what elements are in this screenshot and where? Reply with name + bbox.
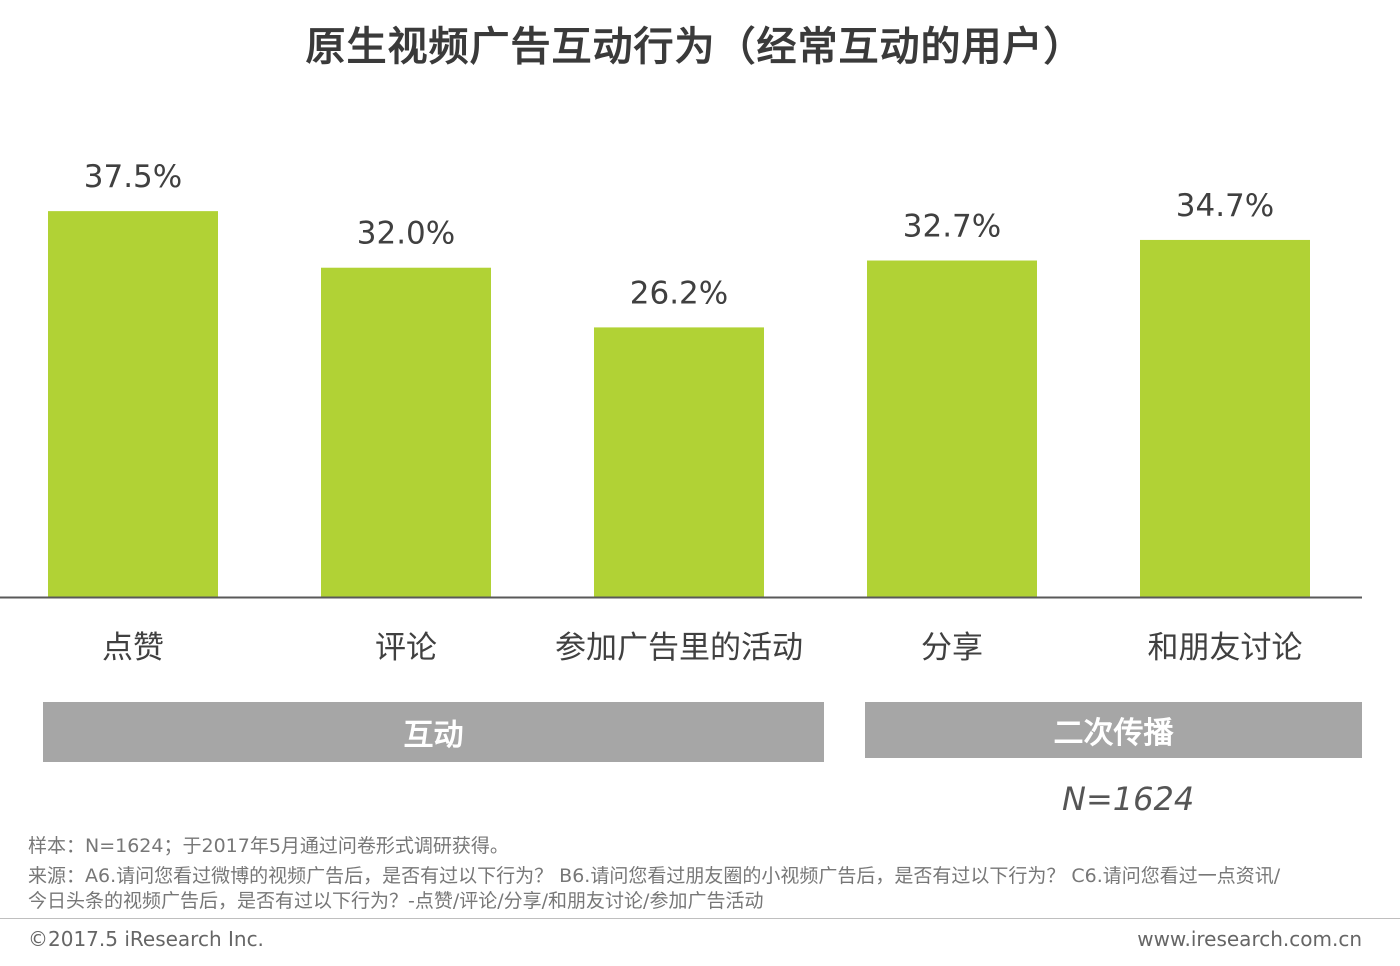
- sample-note: 样本：N=1624；于2017年5月通过问卷形式调研获得。: [28, 835, 509, 857]
- category-label-5: 和朋友讨论: [1148, 630, 1303, 666]
- website-link[interactable]: www.iresearch.com.cn: [1137, 927, 1362, 951]
- category-label-3: 参加广告里的活动: [555, 630, 803, 666]
- chart-title: 原生视频广告互动行为（经常互动的用户）: [305, 24, 1085, 70]
- group-label-hudong: 互动: [43, 702, 824, 762]
- source-note: 来源：A6.请问您看过微博的视频广告后，是否有过以下行为？ B6.请问您看过朋友…: [28, 864, 1280, 914]
- value-label-5: 34.7%: [1176, 188, 1274, 224]
- bar-5: [1140, 239, 1310, 597]
- value-label-1: 37.5%: [84, 159, 182, 195]
- bar-chart: 37.5% 点赞 32.0% 评论 26.2% 参加广告里的活动 32.7% 分享 34.7% 和…: [0, 159, 1362, 666]
- bar-1: [48, 211, 218, 597]
- bar-2: [321, 267, 491, 597]
- source-note-line1: 来源：A6.请问您看过微博的视频广告后，是否有过以下行为？ B6.请问您看过朋友…: [28, 865, 1281, 887]
- group-label-chuanbo: 二次传播: [865, 702, 1362, 758]
- source-note-line2: 今日头条的视频广告后，是否有过以下行为？-点赞/评论/分享/和朋友讨论/参加广告…: [28, 890, 764, 912]
- footer-divider: [0, 918, 1400, 919]
- category-label-2: 评论: [375, 630, 437, 666]
- sample-size: N=1624: [1062, 780, 1195, 818]
- copyright: ©2017.5 iResearch Inc.: [28, 927, 264, 951]
- category-label-1: 点赞: [102, 630, 164, 666]
- bar-3: [594, 327, 764, 597]
- value-label-2: 32.0%: [357, 216, 455, 252]
- value-label-3: 26.2%: [630, 275, 728, 311]
- bar-4: [867, 260, 1037, 597]
- category-label-4: 分享: [921, 630, 983, 666]
- value-label-4: 32.7%: [903, 209, 1001, 245]
